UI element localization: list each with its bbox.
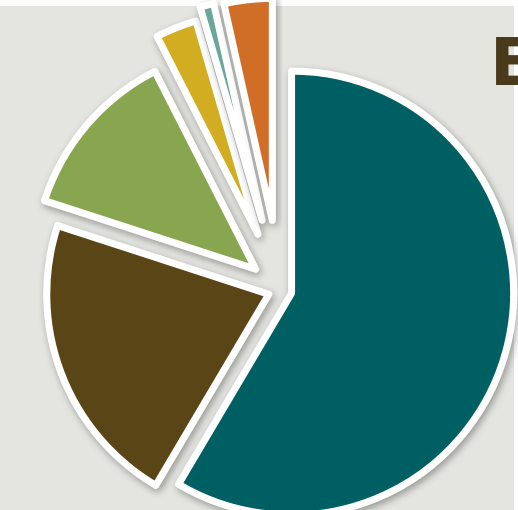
pie-slices xyxy=(41,0,518,510)
pie-slice-3 xyxy=(41,67,260,273)
pie-slice-2 xyxy=(43,222,273,489)
pie-slice-6 xyxy=(220,0,276,224)
pie-slice-1 xyxy=(175,67,518,510)
chart-title: E xyxy=(490,24,518,101)
pie-slice-5 xyxy=(196,0,266,224)
pie-slice-4 xyxy=(153,17,262,238)
frame-right-border xyxy=(514,0,518,510)
